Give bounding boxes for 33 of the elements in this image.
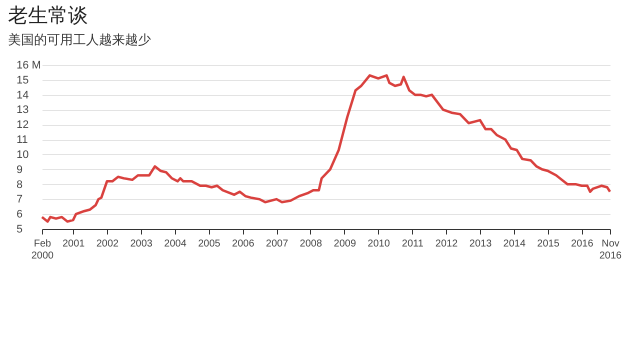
chart-title: 老生常谈 [8, 5, 88, 27]
y-tick-label: 7 [16, 194, 23, 206]
y-tick-label: 16 M [16, 60, 41, 72]
x-tick-label: 2004 [164, 238, 187, 250]
y-tick-label: 10 [16, 148, 29, 161]
x-tick-label: 2013 [469, 238, 492, 250]
y-tick-label: 12 [16, 119, 29, 132]
y-tick-label: 13 [16, 104, 29, 116]
y-tick-label: 11 [16, 134, 28, 146]
x-tick-label: 2009 [334, 238, 356, 250]
x-tick-label: 2007 [266, 238, 289, 250]
x-tick-label: 2015 [537, 238, 560, 250]
x-tick-label: 2002 [96, 238, 120, 250]
y-tick-label: 14 [16, 89, 29, 102]
y-tick-label: 9 [16, 164, 23, 176]
y-tick-label: 8 [16, 178, 23, 191]
x-tick-label: 2016 [571, 238, 594, 250]
chart-subtitle: 美国的可用工人越来越少 [8, 32, 151, 47]
x-tick-label: 2014 [503, 238, 526, 250]
x-tick-label: 2008 [300, 238, 322, 250]
x-tick-label: 2003 [130, 238, 153, 250]
x-tick-label: 2006 [232, 238, 255, 250]
x-tick-label: 2012 [435, 238, 458, 250]
y-tick-label: 15 [16, 74, 29, 86]
x-tick-label: Nov 2016 [599, 238, 622, 262]
x-tick-label: 2005 [198, 238, 221, 250]
x-tick-label: 2001 [62, 238, 86, 250]
y-tick-label: 5 [16, 224, 23, 236]
x-tick-label: 2011 [402, 238, 424, 250]
y-tick-label: 6 [16, 208, 23, 221]
x-tick-label: 2010 [368, 238, 390, 250]
x-tick-label: Feb 2000 [31, 238, 54, 262]
line-series [40, 74, 612, 223]
